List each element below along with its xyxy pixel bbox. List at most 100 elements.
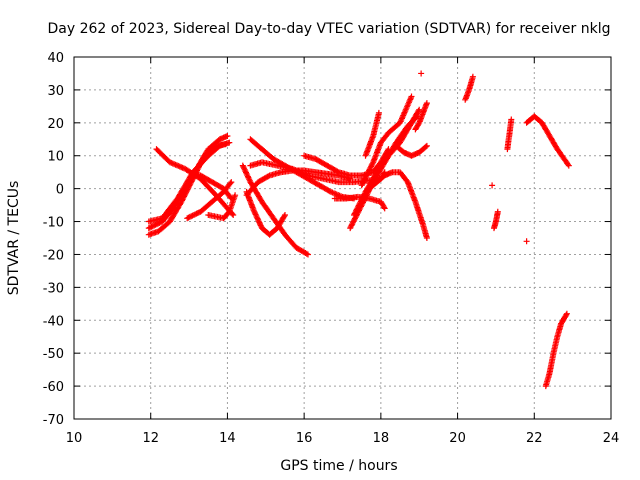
- x-tick-label: 16: [296, 431, 313, 446]
- data-point-run: [274, 212, 288, 232]
- data-point-run: [335, 172, 354, 182]
- data-point-run: [420, 221, 430, 241]
- series-track-24: [489, 182, 496, 189]
- data-point-run: [282, 231, 299, 250]
- data-point-run: [385, 120, 402, 136]
- data-point-run: [377, 146, 392, 166]
- y-tick-label: 30: [47, 84, 64, 99]
- series-points: [145, 70, 572, 390]
- data-point-run: [289, 165, 310, 178]
- data-point-run: [255, 173, 272, 186]
- data-point-run: [153, 146, 172, 165]
- y-tick-label: -10: [43, 216, 64, 231]
- y-tick-label: -70: [43, 413, 64, 428]
- data-point-run: [554, 146, 572, 169]
- data-point: [489, 182, 496, 189]
- x-tick-label: 24: [603, 431, 620, 446]
- data-point-run: [397, 93, 415, 126]
- series-track-19: [366, 169, 430, 241]
- data-point-run: [197, 199, 214, 215]
- series-track-16: [351, 106, 423, 218]
- data-point-run: [546, 133, 560, 151]
- data-point-run: [197, 172, 214, 185]
- y-tick-label: -30: [43, 281, 64, 296]
- data-point-run: [324, 162, 341, 175]
- data-point-run: [216, 139, 233, 149]
- series-track-26: [504, 116, 515, 153]
- data-point-run: [305, 175, 322, 188]
- data-point-run: [558, 310, 570, 327]
- series-track-29: [542, 310, 570, 390]
- data-point-run: [266, 226, 280, 238]
- data-point-run: [358, 160, 376, 189]
- data-point-run: [184, 209, 203, 222]
- series-track-27: [523, 238, 530, 245]
- data-point-run: [243, 180, 261, 199]
- plot-area-border: [73, 56, 612, 420]
- series-track-17: [358, 93, 415, 189]
- series-track-4: [153, 146, 237, 218]
- data-point-run: [504, 116, 515, 153]
- data-point-run: [220, 209, 232, 222]
- data-point-run: [155, 219, 172, 235]
- data-point-run: [351, 190, 368, 218]
- data-point-run: [293, 244, 311, 258]
- data-point-run: [393, 142, 406, 155]
- data-point-run: [220, 179, 235, 195]
- data-point-run: [159, 206, 176, 225]
- series-track-20: [393, 142, 430, 159]
- data-point-run: [531, 113, 544, 125]
- data-point-run: [312, 156, 329, 168]
- data-point-run: [239, 162, 253, 184]
- y-tick-label: 0: [56, 183, 64, 198]
- y-tick-label: -20: [43, 248, 64, 263]
- data-point-run: [251, 208, 265, 230]
- series-track-25: [491, 208, 501, 232]
- data-point-run: [193, 147, 211, 172]
- series-track-6: [184, 179, 235, 222]
- series-track-18: [362, 109, 382, 159]
- data-point-run: [259, 146, 276, 161]
- y-axis-title: SDTVAR / TECUs: [6, 181, 22, 296]
- x-tick-label: 20: [449, 431, 466, 446]
- data-point-run: [166, 200, 184, 225]
- y-tick-label: 20: [47, 117, 64, 132]
- data-point-run: [370, 160, 383, 176]
- data-point-run: [205, 143, 222, 159]
- data-point-run: [247, 136, 264, 152]
- series-track-28: [523, 113, 572, 169]
- data-point-run: [274, 162, 295, 172]
- data-point-run: [259, 198, 276, 220]
- series-track-21: [412, 100, 430, 133]
- data-point-run: [366, 180, 379, 192]
- data-point-run: [492, 208, 501, 225]
- chart-title: Day 262 of 2023, Sidereal Day-to-day VTE…: [48, 21, 611, 37]
- data-point-run: [397, 121, 414, 146]
- x-axis-title: GPS time / hours: [280, 458, 397, 474]
- series-track-3: [145, 133, 231, 232]
- data-point-run: [259, 159, 279, 169]
- data-point-run: [420, 100, 430, 116]
- series-track-23: [462, 73, 476, 103]
- series-track-22: [418, 70, 425, 77]
- data-point-run: [305, 172, 325, 182]
- data-point-run: [316, 182, 333, 195]
- series-track-13: [301, 146, 392, 179]
- data-point-run: [370, 109, 382, 139]
- grid: [74, 57, 611, 419]
- data-point-run: [320, 175, 341, 185]
- data-point-run: [374, 173, 387, 186]
- x-tick-label: 18: [373, 431, 390, 446]
- data-point-run: [397, 169, 410, 184]
- data-point-run: [266, 169, 283, 179]
- data-point-run: [377, 198, 388, 212]
- x-tick-label: 12: [142, 431, 159, 446]
- data-point-run: [412, 121, 422, 133]
- data-point-run: [226, 192, 239, 215]
- data-point-run: [166, 159, 187, 172]
- data-point-run: [404, 179, 418, 204]
- x-tick-label: 10: [66, 431, 83, 446]
- y-tick-label: 40: [47, 51, 64, 66]
- data-point-run: [170, 187, 188, 212]
